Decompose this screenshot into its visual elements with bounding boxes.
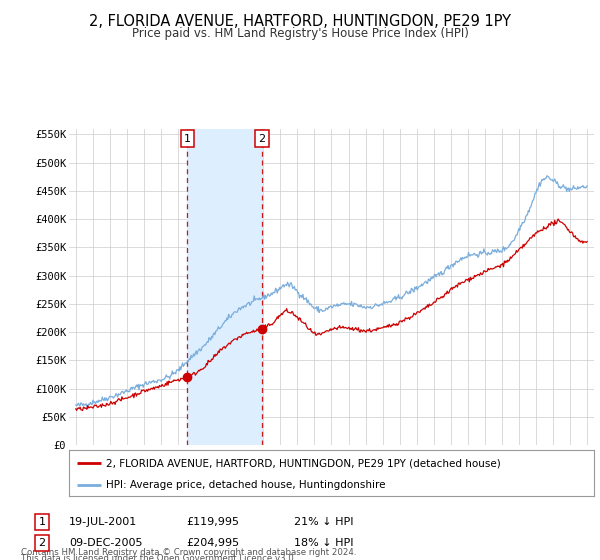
- Text: 18% ↓ HPI: 18% ↓ HPI: [294, 538, 353, 548]
- Text: 1: 1: [38, 517, 46, 527]
- Text: Price paid vs. HM Land Registry's House Price Index (HPI): Price paid vs. HM Land Registry's House …: [131, 27, 469, 40]
- Text: £204,995: £204,995: [186, 538, 239, 548]
- Bar: [187, 129, 262, 445]
- Text: Contains HM Land Registry data © Crown copyright and database right 2024.: Contains HM Land Registry data © Crown c…: [21, 548, 356, 557]
- Text: 2, FLORIDA AVENUE, HARTFORD, HUNTINGDON, PE29 1PY: 2, FLORIDA AVENUE, HARTFORD, HUNTINGDON,…: [89, 14, 511, 29]
- Text: 09-DEC-2005: 09-DEC-2005: [69, 538, 143, 548]
- Text: HPI: Average price, detached house, Huntingdonshire: HPI: Average price, detached house, Hunt…: [106, 480, 385, 491]
- Text: This data is licensed under the Open Government Licence v3.0.: This data is licensed under the Open Gov…: [21, 554, 296, 560]
- Text: 21% ↓ HPI: 21% ↓ HPI: [294, 517, 353, 527]
- Text: £119,995: £119,995: [186, 517, 239, 527]
- Text: 2: 2: [38, 538, 46, 548]
- Text: 2, FLORIDA AVENUE, HARTFORD, HUNTINGDON, PE29 1PY (detached house): 2, FLORIDA AVENUE, HARTFORD, HUNTINGDON,…: [106, 459, 500, 469]
- Text: 19-JUL-2001: 19-JUL-2001: [69, 517, 137, 527]
- Text: 1: 1: [184, 133, 191, 143]
- Text: 2: 2: [259, 133, 266, 143]
